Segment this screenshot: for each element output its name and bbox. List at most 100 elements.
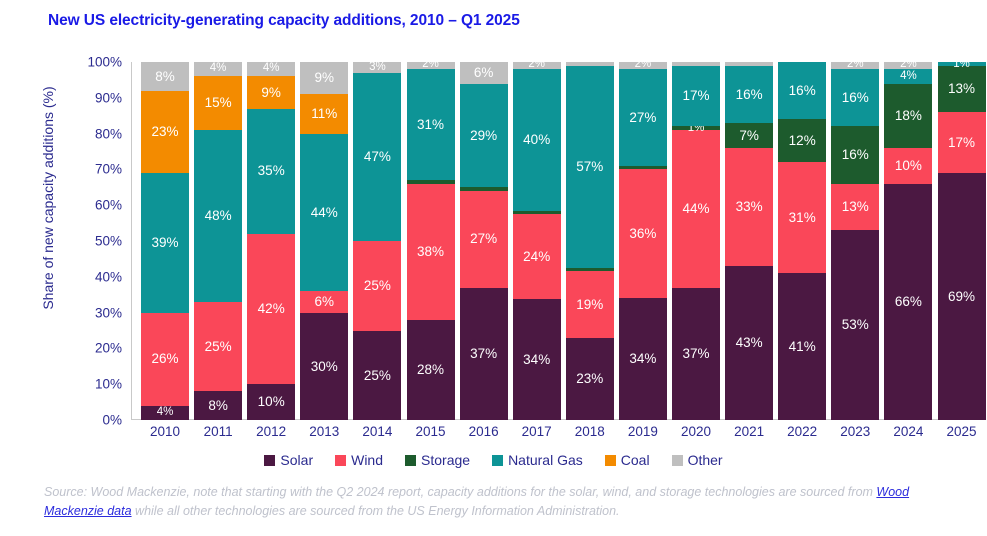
bar-column[interactable]: 25% 25% 47% 3% — [353, 61, 402, 420]
bar-column[interactable]: 43% 33% 7% 16% — [725, 62, 774, 420]
bar-segment-wind[interactable]: 17% — [937, 112, 986, 173]
bar-segment-storage[interactable]: 16% — [831, 126, 880, 184]
bar-segment-wind[interactable]: 6% — [300, 291, 349, 313]
bar-segment-storage[interactable]: 12% — [778, 119, 827, 163]
bar-segment-coal[interactable]: 9% — [247, 76, 296, 109]
bar-segment-natural-gas[interactable]: 39% — [141, 173, 189, 313]
bar-segment-natural-gas[interactable]: 16% — [725, 65, 774, 123]
bar-segment-solar[interactable]: 8% — [194, 391, 243, 420]
bar-column[interactable]: 30% 6% 44% 11% 9% — [300, 62, 349, 420]
legend-item-natural-gas[interactable]: Natural Gas — [492, 452, 583, 468]
bar-column[interactable]: 8% 25% 48% 15% 4% — [194, 62, 243, 420]
bar-segment-other[interactable]: 8% — [141, 62, 189, 91]
bar-segment-wind[interactable]: 26% — [141, 312, 189, 406]
bar-segment-other[interactable]: 2% — [831, 59, 880, 70]
bar-segment-other[interactable]: 6% — [459, 62, 508, 84]
bar-segment-storage[interactable] — [406, 180, 455, 184]
bar-column[interactable]: 41% 31% 12% 16% — [778, 62, 827, 420]
bar-segment-wind[interactable]: 25% — [194, 301, 243, 392]
bar-segment-storage[interactable]: 7% — [725, 122, 774, 148]
bar-segment-coal[interactable]: 15% — [194, 76, 243, 131]
bar-segment-other[interactable]: 4% — [247, 62, 296, 77]
bar-segment-wind[interactable]: 31% — [778, 162, 827, 274]
bar-segment-solar[interactable]: 37% — [672, 287, 720, 420]
bar-column[interactable]: 23% 19% 57% — [565, 62, 614, 420]
bar-segment-natural-gas[interactable]: 16% — [778, 62, 827, 120]
wood-mackenzie-data-link[interactable]: Wood Mackenzie data — [44, 485, 910, 519]
legend-item-wind[interactable]: Wind — [335, 452, 383, 468]
bar-segment-natural-gas[interactable]: 47% — [353, 72, 402, 241]
bar-column[interactable]: 34% 36% 27% 2% — [618, 59, 667, 420]
bar-segment-natural-gas[interactable]: 4% — [884, 69, 933, 84]
bar-segment-storage[interactable]: 18% — [884, 83, 933, 148]
bar-segment-solar[interactable]: 34% — [618, 298, 667, 420]
bar-segment-other[interactable]: 2% — [884, 59, 933, 70]
bar-segment-storage[interactable] — [512, 210, 561, 215]
bar-segment-natural-gas[interactable]: 31% — [406, 69, 455, 181]
legend-item-other[interactable]: Other — [671, 452, 723, 468]
bar-segment-solar[interactable]: 66% — [884, 183, 933, 420]
bar-segment-storage[interactable] — [618, 165, 667, 170]
bar-segment-other[interactable]: 2% — [512, 58, 561, 69]
bar-column[interactable]: 4% 26% 39% 23% 8% — [141, 62, 189, 420]
bar-segment-natural-gas[interactable]: 35% — [247, 108, 296, 234]
bar-segment-solar[interactable]: 34% — [512, 299, 561, 420]
bar-segment-other[interactable]: 9% — [300, 62, 349, 95]
bar-segment-other[interactable] — [672, 62, 720, 66]
bar-segment-wind[interactable]: 10% — [884, 147, 933, 184]
bar-segment-wind[interactable]: 38% — [406, 183, 455, 320]
bar-segment-natural-gas[interactable]: 29% — [459, 83, 508, 188]
bar-segment-other[interactable]: 4% — [194, 62, 243, 77]
legend-item-coal[interactable]: Coal — [604, 452, 650, 468]
bar-segment-storage[interactable] — [565, 267, 614, 272]
bar-segment-natural-gas[interactable]: 16% — [831, 69, 880, 127]
bar-segment-wind[interactable]: 42% — [247, 233, 296, 385]
bar-segment-wind[interactable]: 25% — [353, 241, 402, 331]
bar-segment-wind[interactable]: 13% — [831, 183, 880, 231]
bar-segment-coal[interactable]: 23% — [141, 90, 189, 173]
bar-segment-solar[interactable]: 10% — [247, 384, 296, 420]
bar-segment-natural-gas[interactable]: 27% — [618, 69, 667, 166]
bar-segment-coal[interactable]: 11% — [300, 94, 349, 134]
bar-segment-solar[interactable]: 53% — [831, 230, 880, 420]
bar-segment-solar[interactable]: 25% — [353, 330, 402, 420]
bar-segment-wind[interactable]: 36% — [618, 169, 667, 299]
bar-segment-wind[interactable]: 27% — [459, 190, 508, 288]
bar-column[interactable]: 37% 44% 1% 17% — [672, 62, 720, 420]
bar-segment-wind[interactable]: 44% — [672, 130, 720, 288]
bar-segment-natural-gas[interactable]: 57% — [565, 65, 614, 268]
bar-segment-solar[interactable]: 28% — [406, 319, 455, 420]
bar-segment-wind[interactable]: 19% — [565, 271, 614, 339]
bar-segment-solar[interactable]: 41% — [778, 273, 827, 420]
legend-item-solar[interactable]: Solar — [264, 452, 313, 468]
bar-segment-solar[interactable]: 69% — [937, 172, 986, 420]
bar-segment-wind[interactable]: 33% — [725, 147, 774, 267]
bar-segment-solar[interactable]: 43% — [725, 266, 774, 420]
bar-segment-other[interactable] — [725, 62, 774, 66]
bar-column[interactable]: 37% 27% 29% 6% — [459, 62, 508, 420]
bar-segment-natural-gas[interactable]: 1% — [937, 59, 986, 70]
bar-segment-natural-gas[interactable]: 40% — [512, 69, 561, 211]
bar-segment-storage[interactable] — [459, 187, 508, 191]
bar-segment-natural-gas[interactable]: 17% — [672, 65, 720, 127]
bar-segment-wind[interactable]: 24% — [512, 214, 561, 300]
bar-segment-natural-gas[interactable]: 48% — [194, 130, 243, 302]
bar-column[interactable]: 69% 17% 13% 1% — [937, 59, 986, 420]
legend-item-storage[interactable]: Storage — [405, 452, 470, 468]
bar-column[interactable]: 66% 10% 18% 4% 2% — [884, 59, 933, 420]
bar-segment-solar[interactable]: 37% — [459, 287, 508, 420]
bar-segment-solar[interactable]: 23% — [565, 338, 614, 420]
bar-column[interactable]: 34% 24% 40% 2% — [512, 58, 561, 420]
bar-segment-other[interactable]: 2% — [618, 59, 667, 70]
bar-segment-other[interactable]: 3% — [353, 61, 402, 73]
bar-segment-other[interactable]: 2% — [406, 59, 455, 70]
bar-segment-storage[interactable]: 1% — [672, 123, 720, 134]
bar-segment-solar[interactable]: 4% — [141, 405, 189, 420]
bar-segment-storage[interactable]: 13% — [937, 65, 986, 113]
bar-column[interactable]: 10% 42% 35% 9% 4% — [247, 62, 296, 420]
bar-segment-natural-gas[interactable]: 44% — [300, 133, 349, 292]
bar-column[interactable]: 28% 38% 31% 2% — [406, 59, 455, 420]
bar-segment-other[interactable] — [565, 62, 614, 66]
bar-segment-solar[interactable]: 30% — [300, 312, 349, 420]
bar-column[interactable]: 53% 13% 16% 16% 2% — [831, 59, 880, 420]
